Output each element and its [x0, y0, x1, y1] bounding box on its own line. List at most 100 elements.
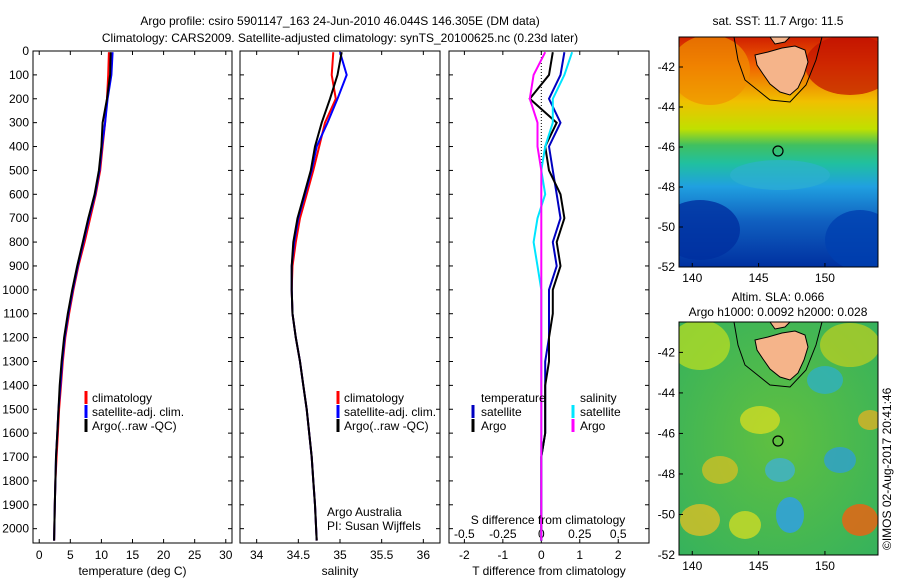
- x-axis-label: T difference from climatology: [472, 564, 626, 578]
- series-line-argo-raw-qc-: [290, 52, 343, 541]
- y-tick-label: 1200: [2, 331, 29, 345]
- salinity-chart: 34 34.5 35 35.5 36 salinity: [240, 50, 440, 578]
- y-tick-label: 1000: [2, 283, 29, 297]
- temperature-panel-frame: [32, 50, 233, 544]
- x-tick-label: 10: [95, 548, 109, 562]
- x-tick-label: 36: [417, 548, 431, 562]
- x2-tick-label: -0.5: [454, 527, 475, 541]
- y-tick-label: 1100: [3, 307, 29, 321]
- y-tick-label: 1400: [2, 378, 29, 392]
- y-tick-label: 500: [9, 163, 29, 177]
- map-x-tick-label: 145: [749, 271, 769, 285]
- map-y-tick-label: -48: [658, 467, 676, 481]
- legend-temp-satellite-label: satellite: [481, 405, 522, 419]
- x-tick-label: 5: [67, 548, 74, 562]
- y-tick-label: 700: [9, 211, 29, 225]
- x2-tick-label: -0.25: [489, 527, 517, 541]
- legend-title-temperature: temperature: [481, 391, 546, 405]
- imos-timestamp: ©IMOS 02-Aug-2017 20:41:46: [880, 387, 894, 550]
- x-tick-label: -2: [459, 548, 470, 562]
- sla-map-frame: [678, 321, 879, 556]
- y-tick-label: 1500: [2, 402, 29, 416]
- x-tick-label: 25: [188, 548, 202, 562]
- legend-argo-label: Argo(..raw -QC): [344, 419, 429, 433]
- legend-temp-argo-label: Argo: [481, 419, 507, 433]
- x-tick-label: 30: [219, 548, 233, 562]
- map-x-tick-label: 140: [682, 559, 702, 573]
- x-tick-label: -1: [498, 548, 509, 562]
- x-tick-label: 15: [126, 548, 140, 562]
- sst-map-frame: [678, 36, 879, 268]
- x-tick-label: 35: [333, 548, 347, 562]
- temperature-legend: climatology satellite-adj. clim. Argo(..…: [84, 391, 184, 433]
- annotation-argo-australia: Argo Australia: [327, 505, 402, 519]
- y-tick-label: 0: [22, 44, 29, 58]
- salinity-legend: climatology satellite-adj. clim. Argo(..…: [327, 391, 436, 533]
- series-line-argo-raw-qc-: [53, 52, 112, 541]
- difference-panel-frame: [448, 50, 650, 544]
- series-line-climatology: [53, 52, 110, 541]
- y-tick-label: 300: [9, 116, 29, 130]
- sst-map-title: sat. SST: 11.7 Argo: 11.5: [713, 14, 844, 28]
- difference-legend: temperature salinity satellite Argo sate…: [471, 391, 626, 527]
- y-tick-label: 400: [9, 140, 29, 154]
- tasmania-land: [754, 330, 809, 381]
- map-x-tick-label: 140: [682, 271, 702, 285]
- sla-map-title: Altim. SLA: 0.066: [732, 290, 825, 304]
- y-tick-label: 200: [9, 92, 29, 106]
- temperature-chart: 0 100 200 300 400 500 600 700 800 900 1000 1100 1200…: [2, 44, 232, 578]
- series-line-satellite-adj-clim-: [290, 51, 348, 541]
- y-tick-label: 100: [9, 68, 29, 82]
- legend-satellite-label: satellite-adj. clim.: [344, 405, 436, 419]
- tasmania-land: [754, 45, 809, 96]
- y-tick-label: 1600: [2, 426, 29, 440]
- y-tick-label: 2000: [2, 522, 29, 536]
- x-axis-label: salinity: [322, 564, 359, 578]
- map-y-tick-label: -42: [658, 60, 676, 74]
- map-y-tick-label: -50: [658, 220, 676, 234]
- map-y-tick-label: -42: [658, 345, 676, 359]
- series-line-satellite-adj-clim-: [53, 52, 114, 541]
- map-y-tick-label: -46: [658, 426, 676, 440]
- y-tick-label: 1800: [2, 474, 29, 488]
- x-tick-label: 2: [615, 548, 622, 562]
- map-y-tick-label: -50: [658, 507, 676, 521]
- title-line-1: Argo profile: csiro 5901147_163 24-Jun-2…: [140, 14, 539, 28]
- map-y-tick-label: -46: [658, 140, 676, 154]
- map-y-tick-label: -48: [658, 180, 676, 194]
- salinity-panel-frame: [239, 50, 441, 544]
- x-tick-label: 1: [576, 548, 583, 562]
- x-tick-label: 34.5: [287, 548, 311, 562]
- series-line-climatology: [290, 52, 337, 541]
- x-tick-label: 34: [250, 548, 264, 562]
- map-x-tick-label: 150: [815, 271, 835, 285]
- y-tick-label: 900: [9, 259, 29, 273]
- x2-tick-label: 0.25: [568, 527, 592, 541]
- y-tick-label: 1300: [2, 354, 29, 368]
- legend-sal-satellite-label: satellite: [580, 405, 621, 419]
- x-tick-label: 35.5: [370, 548, 394, 562]
- map-x-tick-label: 150: [815, 559, 835, 573]
- s-difference-xlabel: S difference from climatology: [471, 513, 626, 527]
- legend-satellite-label: satellite-adj. clim.: [92, 405, 184, 419]
- title-line-2: Climatology: CARS2009. Satellite-adjuste…: [102, 31, 578, 45]
- y-tick-label: 600: [9, 187, 29, 201]
- y-tick-label: 1900: [2, 498, 29, 512]
- argo-location-marker: [772, 435, 784, 447]
- y-tick-label: 800: [9, 235, 29, 249]
- legend-sal-argo-label: Argo: [580, 419, 606, 433]
- x-axis-label: temperature (deg C): [78, 564, 186, 578]
- map-y-tick-label: -52: [658, 548, 676, 562]
- y-tick-label: 1700: [2, 450, 29, 464]
- x-tick-label: 0: [538, 548, 545, 562]
- series-line-argo: [528, 52, 566, 541]
- map-y-tick-label: -44: [658, 100, 676, 114]
- legend-argo-label: Argo(..raw -QC): [92, 419, 177, 433]
- sst-heatmap: [679, 37, 878, 267]
- x2-tick-label: 0.5: [610, 527, 627, 541]
- sla-heatmap: [679, 322, 878, 555]
- annotation-pi: PI: Susan Wijffels: [327, 519, 421, 533]
- sla-map-axes: 140 145 150 -42 -44 -46 -48 -50 -52: [658, 345, 836, 573]
